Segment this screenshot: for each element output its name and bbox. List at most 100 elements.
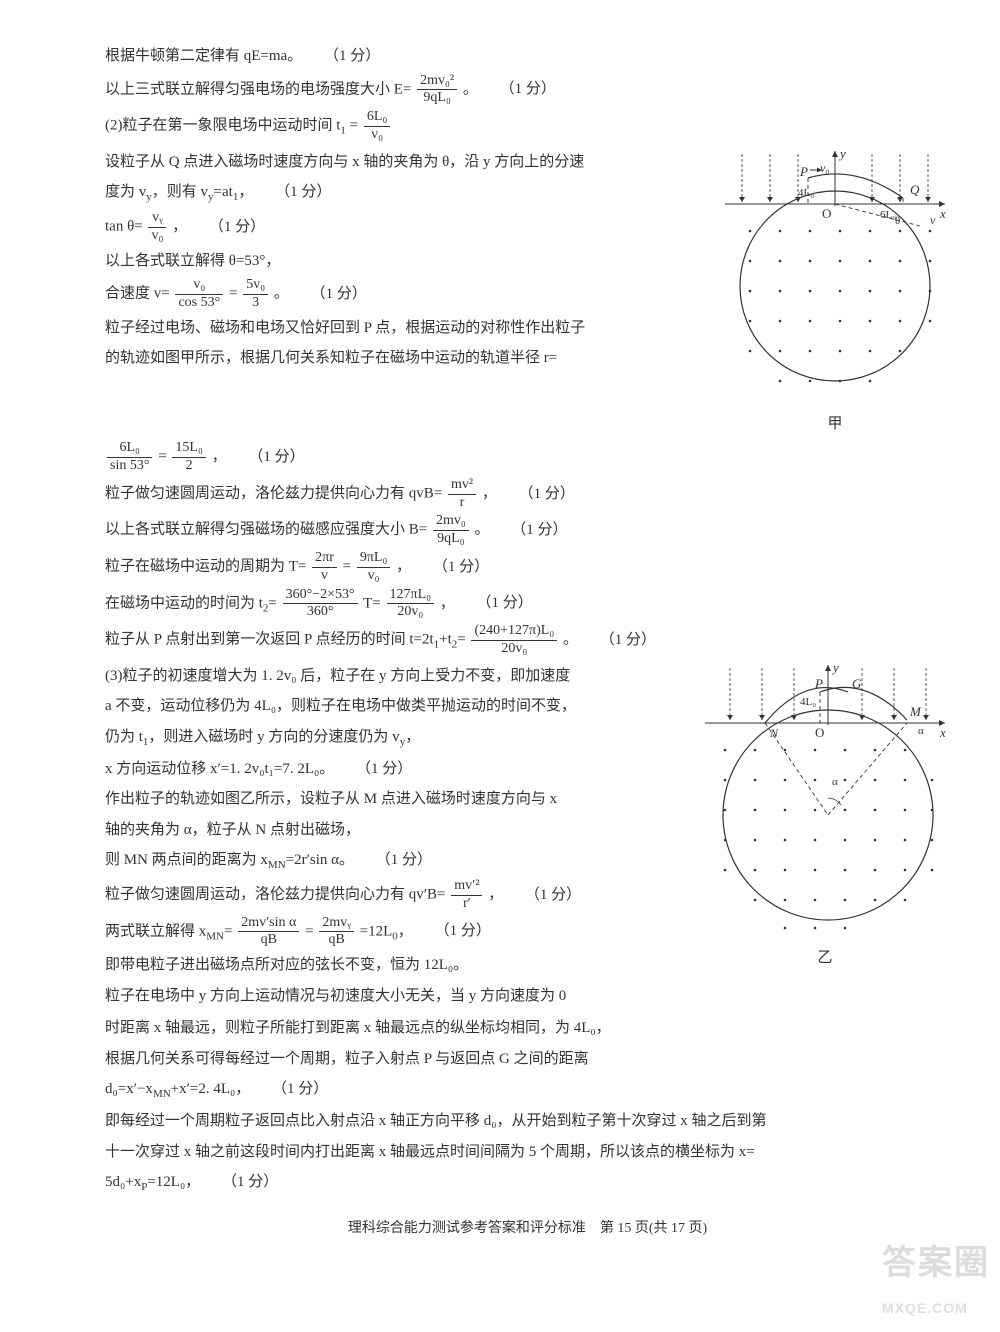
- para-line: (3)粒子的初速度增大为 1. 2v₀ 后，粒子在 y 方向上受力不变，即加速度: [105, 662, 682, 691]
- score: （1 分）: [248, 449, 304, 465]
- score: （1 分）: [519, 486, 575, 502]
- score: （1 分）: [209, 219, 265, 235]
- fraction: 2mv′sin αqB: [238, 915, 299, 950]
- svg-text:G: G: [852, 676, 862, 691]
- para-line: 的轨迹如图甲所示，根据几何关系知粒子在磁场中运动的轨道半径 r=: [105, 344, 702, 373]
- svg-text:P: P: [799, 164, 808, 179]
- score: （1 分）: [311, 286, 367, 302]
- para-line: 以上各式联立解得 θ=53°，: [105, 247, 702, 276]
- svg-text:y: y: [831, 660, 839, 675]
- para-line: 根据牛顿第二定律有 qE=ma。 （1 分）: [105, 42, 950, 71]
- svg-text:θ: θ: [895, 215, 900, 227]
- figure-1-label: 甲: [720, 410, 950, 439]
- svg-text:y: y: [838, 146, 846, 161]
- svg-text:v₀: v₀: [820, 161, 830, 175]
- fraction: 360°−2×53°360°: [283, 587, 358, 622]
- fraction: vᵧv₀: [148, 210, 166, 245]
- fraction: 6L₀v₀: [364, 109, 390, 144]
- fraction: mv′²r′: [451, 878, 482, 913]
- svg-text:Q: Q: [910, 182, 920, 197]
- svg-text:4L₀: 4L₀: [800, 696, 816, 708]
- para-line: 时距离 x 轴最远，则粒子所能打到距离 x 轴最远点的纵坐标均相同，为 4L₀，: [105, 1014, 950, 1043]
- para-line: 度为 vy，则有 vy=at1， （1 分）: [105, 178, 702, 208]
- para-line: 轴的夹角为 α，粒子从 N 点射出磁场，: [105, 816, 682, 845]
- svg-text:O: O: [815, 725, 824, 740]
- score: （1 分）: [272, 1081, 328, 1097]
- fraction: 2mv₀²9qL₀: [417, 73, 457, 108]
- text: (2)粒子在第一象限电场中运动时间 t: [105, 118, 340, 134]
- svg-text:α: α: [918, 725, 924, 737]
- para-line: 粒子做匀速圆周运动，洛伦兹力提供向心力有 qv′B= mv′²r′ ， （1 分…: [105, 878, 682, 913]
- score: （1 分）: [600, 632, 656, 648]
- para-line: 粒子在电场中 y 方向上运动情况与初速度大小无关，当 y 方向速度为 0: [105, 982, 682, 1011]
- score: （1 分）: [376, 852, 432, 868]
- svg-text:α: α: [832, 776, 838, 788]
- text-column: 设粒子从 Q 点进入磁场时速度方向与 x 轴的夹角为 θ，沿 y 方向上的分速 …: [105, 146, 702, 375]
- svg-text:6L₀: 6L₀: [880, 209, 896, 221]
- fraction: 2πrv: [312, 550, 337, 585]
- row-with-figure-2: (3)粒子的初速度增大为 1. 2v₀ 后，粒子在 y 方向上受力不变，即加速度…: [105, 660, 950, 1012]
- score: （1 分）: [324, 48, 380, 64]
- watermark-sub: MXQE.COM: [882, 1295, 990, 1322]
- para-line: (2)粒子在第一象限电场中运动时间 t1 = 6L₀v₀: [105, 109, 950, 144]
- para-line: 即带电粒子进出磁场点所对应的弦长不变，恒为 12L₀。: [105, 951, 682, 980]
- text: =: [350, 118, 358, 134]
- svg-text:v: v: [930, 213, 936, 227]
- para-line: 在磁场中运动的时间为 t2= 360°−2×53°360° T= 127πL₀2…: [105, 587, 950, 622]
- fraction: 6L₀sin 53°: [107, 440, 152, 475]
- para-line: 设粒子从 Q 点进入磁场时速度方向与 x 轴的夹角为 θ，沿 y 方向上的分速: [105, 148, 702, 177]
- text-column: (3)粒子的初速度增大为 1. 2v₀ 后，粒子在 y 方向上受力不变，即加速度…: [105, 660, 682, 1012]
- para-line: 两式联立解得 xMN= 2mv′sin αqB = 2mvᵧqB =12L0， …: [105, 915, 682, 950]
- score: （1 分）: [435, 923, 491, 939]
- para-line: 则 MN 两点间的距离为 xMN=2r′sin α。 （1 分）: [105, 846, 682, 876]
- para-line: tan θ= vᵧv₀ ， （1 分）: [105, 210, 702, 245]
- para-line: x 方向运动位移 x′=1. 2v₀t₁=7. 2L₀。 （1 分）: [105, 755, 682, 784]
- figure-1: y x O Pv₀ 4L₀ Q 6L₀θ v 甲: [720, 146, 950, 439]
- score: （1 分）: [477, 595, 533, 611]
- text: 以上三式联立解得匀强电场的电场强度大小 E=: [105, 81, 411, 97]
- fraction: 2mvᵧqB: [319, 915, 354, 950]
- para-line: 6L₀sin 53° = 15L₀2 ， （1 分）: [105, 440, 950, 475]
- para-line: 仍为 t1，则进入磁场时 y 方向的分速度仍为 vy，: [105, 723, 682, 753]
- score: （1 分）: [525, 887, 581, 903]
- fraction: 2mv₀9qL₀: [433, 513, 469, 548]
- para-line: a 不变，运动位移仍为 4L₀，则粒子在电场中做类平抛运动的时间不变，: [105, 692, 682, 721]
- score: （1 分）: [500, 81, 556, 97]
- diagram-1-svg: y x O Pv₀ 4L₀ Q 6L₀θ v: [720, 146, 950, 406]
- watermark: 答案圈 MXQE.COM: [882, 1231, 990, 1322]
- fraction: mv²r: [448, 477, 476, 512]
- para-line: 以上各式联立解得匀强磁场的磁感应强度大小 B= 2mv₀9qL₀ 。 （1 分）: [105, 513, 950, 548]
- watermark-main: 答案圈: [882, 1244, 990, 1282]
- figure-2: yxOPG4L₀NMαα 乙: [700, 660, 950, 973]
- svg-text:P: P: [814, 676, 823, 691]
- fraction: (240+127π)L₀20v₀: [471, 623, 557, 658]
- para-line: 合速度 v= v₀cos 53° = 5v₀3 。 （1 分）: [105, 277, 702, 312]
- para-line: 根据几何关系可得每经过一个周期，粒子入射点 P 与返回点 G 之间的距离: [105, 1045, 950, 1074]
- score: （1 分）: [356, 761, 412, 777]
- row-with-figure-1: 设粒子从 Q 点进入磁场时速度方向与 x 轴的夹角为 θ，沿 y 方向上的分速 …: [105, 146, 950, 439]
- fraction: 9πL₀v₀: [357, 550, 391, 585]
- text: 根据牛顿第二定律有 qE=ma。: [105, 48, 302, 64]
- svg-text:x: x: [939, 206, 946, 221]
- text: 。: [463, 81, 478, 97]
- para-line: d₀=x′−xMN+x′=2. 4L₀， （1 分）: [105, 1075, 950, 1105]
- fraction: 5v₀3: [243, 277, 268, 312]
- para-line: 即每经过一个周期粒子返回点比入射点沿 x 轴正方向平移 d₀，从开始到粒子第十次…: [105, 1107, 950, 1136]
- page-footer: 理科综合能力测试参考答案和评分标准 第 15 页(共 17 页): [105, 1216, 950, 1243]
- svg-text:x: x: [939, 725, 946, 740]
- para-line: 5d₀+xP=12L₀， （1 分）: [105, 1168, 950, 1198]
- score: （1 分）: [511, 522, 567, 538]
- fraction: 15L₀2: [172, 440, 205, 475]
- svg-text:O: O: [822, 206, 831, 221]
- para-line: 以上三式联立解得匀强电场的电场强度大小 E= 2mv₀²9qL₀ 。 （1 分）: [105, 73, 950, 108]
- score: （1 分）: [433, 559, 489, 575]
- svg-text:4L₀: 4L₀: [798, 187, 814, 199]
- para-line: 作出粒子的轨迹如图乙所示，设粒子从 M 点进入磁场时速度方向与 x: [105, 785, 682, 814]
- diagram-2-svg: yxOPG4L₀NMαα: [700, 660, 950, 940]
- para-line: 粒子在磁场中运动的周期为 T= 2πrv = 9πL₀v₀ ， （1 分）: [105, 550, 950, 585]
- score: （1 分）: [222, 1174, 278, 1190]
- fraction: 127πL₀20v₀: [387, 587, 435, 622]
- fraction: v₀cos 53°: [175, 277, 223, 312]
- svg-text:M: M: [909, 704, 922, 719]
- score: （1 分）: [275, 184, 331, 200]
